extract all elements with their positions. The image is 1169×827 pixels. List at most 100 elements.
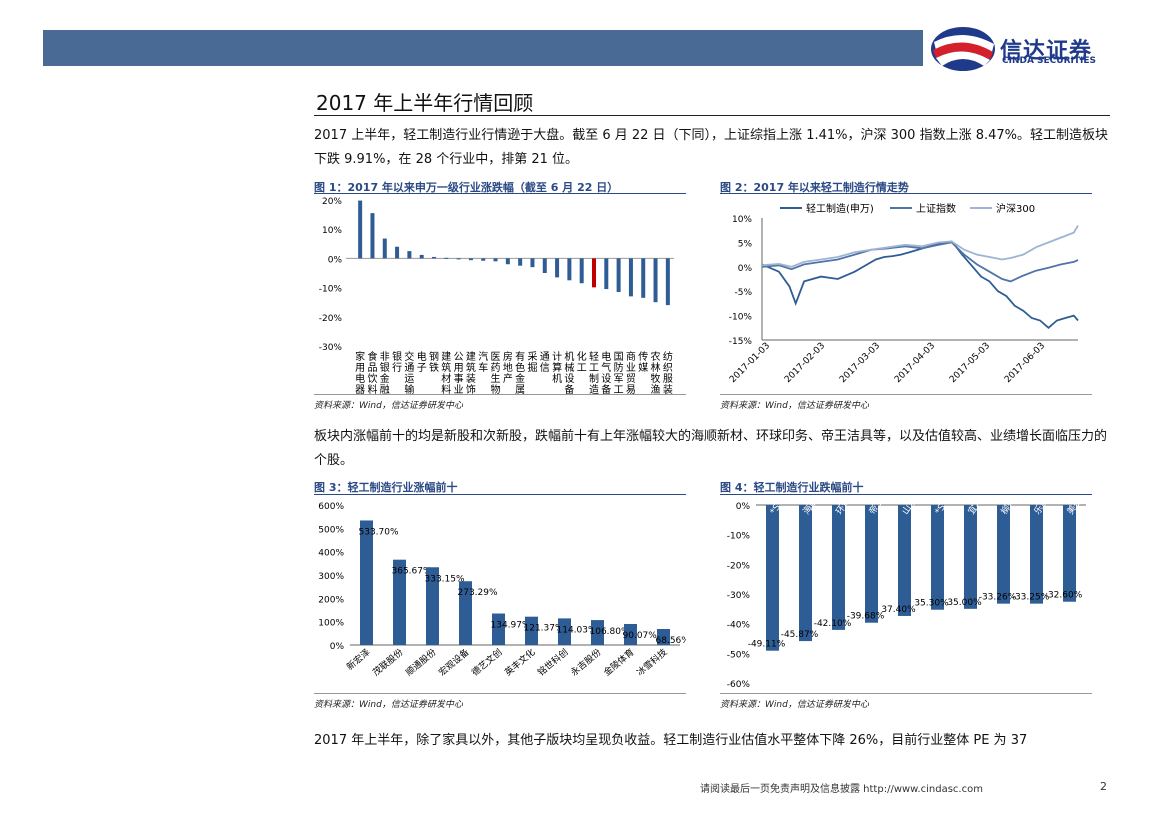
x-tick-label-char: 械 xyxy=(564,361,574,374)
x-tick-label: 2017-03-03 xyxy=(838,341,882,385)
y-tick-label: -40% xyxy=(727,621,751,631)
data-label: 37.40% xyxy=(881,605,916,615)
bar xyxy=(525,616,538,645)
y-tick-label: -10% xyxy=(319,285,343,295)
x-tick-label-char: 子 xyxy=(417,362,427,374)
x-tick-label-char: 造 xyxy=(589,383,599,394)
x-tick-label-char: 输 xyxy=(404,383,414,394)
y-tick-label: 20% xyxy=(322,197,342,207)
x-tick-label-char: 渔 xyxy=(651,384,661,394)
series-line xyxy=(761,240,1079,329)
x-tick-label-char: 产 xyxy=(503,372,513,385)
fig2-title: 图 2：2017 年以来轻工制造行情走势 xyxy=(720,181,909,194)
x-tick-label: 2017-02-03 xyxy=(783,341,827,385)
fig4-chart: 0% -10% -20% -30% -40% -50% -60% -49.11% *ST瑞药 -4… xyxy=(727,495,1090,690)
page-title: 2017 年上半年行情回顾 xyxy=(316,91,534,115)
bar xyxy=(1063,505,1076,602)
bar xyxy=(665,258,670,306)
fig3-bottom-rule xyxy=(314,693,686,694)
y-tick-label: 600% xyxy=(318,502,344,512)
x-tick-label: 永吉股份 xyxy=(568,646,603,678)
x-tick-label-char: 运 xyxy=(404,373,414,385)
bar xyxy=(481,258,486,261)
x-tick-label-char: 电 xyxy=(417,350,427,363)
fig3-title: 图 3：轻工制造行业涨幅前十 xyxy=(314,481,458,494)
x-tick-label-char: 设 xyxy=(564,373,574,385)
x-tick-label-char: 织 xyxy=(663,362,673,374)
y-tick-label: 0% xyxy=(330,642,345,652)
fig4-bottom-rule xyxy=(720,693,1092,694)
series-line xyxy=(761,225,1079,268)
page-number: 2 xyxy=(1100,780,1107,793)
y-tick-label: 5% xyxy=(738,239,753,249)
bar xyxy=(898,505,911,616)
x-tick-label-char: 房 xyxy=(503,350,513,363)
bar xyxy=(628,258,633,297)
x-tick-label-char: 药 xyxy=(491,362,501,374)
paragraph-2: 板块内涨幅前十的均是新股和次新股，跌幅前十有上年涨幅较大的海顺新材、环球印务、帝… xyxy=(314,429,1108,468)
x-tick-label-char: 建 xyxy=(466,350,476,363)
x-tick-label-char: 料 xyxy=(367,383,377,394)
x-tick-label-char: 事 xyxy=(454,372,464,385)
x-tick-label-char: 地 xyxy=(503,361,513,374)
x-tick-label-char: 器 xyxy=(355,384,365,394)
bar xyxy=(518,258,523,266)
x-tick-label-char: 防 xyxy=(614,361,624,374)
bar xyxy=(360,520,373,645)
fig3-chart: 600% 500% 400% 300% 200% 100% 0% 533.70% 新宏泽 365.… xyxy=(318,502,686,678)
x-tick-label-char: 金 xyxy=(515,372,525,385)
x-tick-label-char: 媒 xyxy=(638,362,648,374)
y-tick-label: -15% xyxy=(729,337,753,347)
bar xyxy=(459,581,472,645)
bar xyxy=(641,258,646,298)
x-tick-label: 新宏泽 xyxy=(344,646,372,673)
legend-label: 沪深300 xyxy=(996,202,1035,215)
x-tick-label: 2017-06-03 xyxy=(1003,341,1047,385)
fig1-bottom-rule xyxy=(314,394,686,395)
bar xyxy=(492,613,505,645)
x-tick-label: 顺通股份 xyxy=(403,646,438,678)
bar xyxy=(657,629,670,645)
fig4-rule xyxy=(720,494,1092,495)
x-tick-label-char: 饰 xyxy=(466,383,476,394)
legend-label: 上证指数 xyxy=(916,202,956,215)
x-tick-label-char: 饮 xyxy=(367,372,377,385)
x-tick-label: 英丰文化 xyxy=(502,646,537,678)
fig3-source: 资料来源：Wind，信达证券研发中心 xyxy=(314,700,463,710)
bar xyxy=(624,623,637,645)
fig2-source: 资料来源：Wind，信达证券研发中心 xyxy=(720,401,869,411)
data-label: 114.03% xyxy=(557,625,597,635)
fig1-title: 图 1：2017 年以来申万一级行业涨跌幅（截至 6 月 22 日） xyxy=(314,181,619,194)
x-tick-label-char: 融 xyxy=(380,384,390,394)
y-tick-label: -20% xyxy=(727,561,751,571)
bar xyxy=(592,258,596,288)
header-bar xyxy=(43,30,923,66)
footer-disclaimer: 请阅读最后一页免责声明及信息披露 http://www.cindasc.com xyxy=(700,784,983,795)
bar xyxy=(358,200,363,259)
bar xyxy=(604,258,609,290)
x-tick-label-char: 制 xyxy=(589,372,599,385)
data-label: -45.87% xyxy=(781,630,819,640)
x-tick-label-char: 纺 xyxy=(663,350,673,363)
x-tick-label-char: 物 xyxy=(491,383,501,394)
bar xyxy=(468,258,473,261)
y-tick-label: 0% xyxy=(328,255,343,265)
x-tick-label-char: 品 xyxy=(367,362,377,374)
bar xyxy=(493,258,498,262)
x-tick-label-char: 材 xyxy=(441,372,451,385)
data-label: -33.26% xyxy=(979,593,1017,603)
x-tick-label-char: 铁 xyxy=(429,361,439,374)
x-tick-label-char: 军 xyxy=(614,373,624,385)
fig2-chart: 10%5%0%-5%-10%-15%2017-01-03 2017-02-03 20… xyxy=(728,202,1079,385)
x-tick-label-char: 贸 xyxy=(626,373,636,385)
x-tick-label: 茂联股份 xyxy=(370,646,405,678)
x-tick-label-char: 掘 xyxy=(527,361,537,374)
x-tick-label: 2017-04-03 xyxy=(893,341,937,385)
bar xyxy=(505,258,510,265)
y-tick-label: -5% xyxy=(734,288,752,298)
bar xyxy=(395,246,400,259)
data-label: 121.37% xyxy=(524,624,564,634)
x-tick-label-char: 机 xyxy=(552,372,562,385)
bar xyxy=(426,567,439,645)
x-tick-label: 宜华股份 xyxy=(965,495,995,517)
